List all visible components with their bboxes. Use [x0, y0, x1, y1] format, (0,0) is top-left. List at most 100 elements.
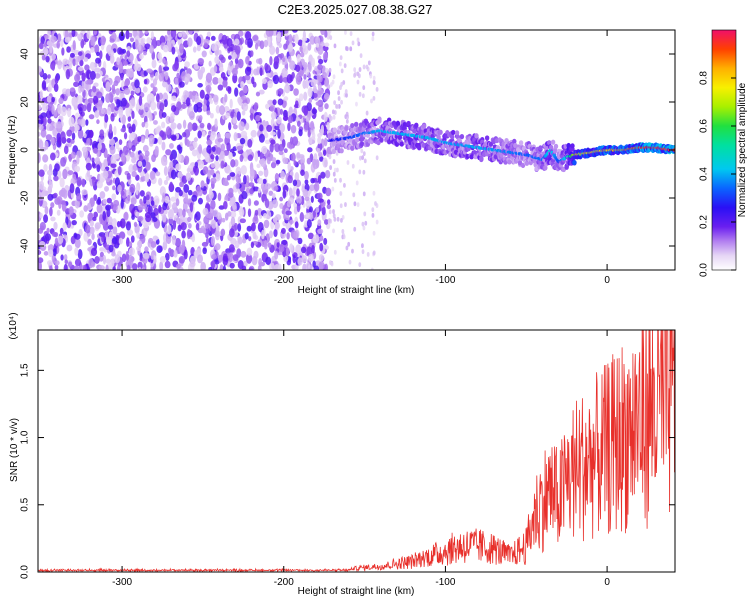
spectrogram-noise-cell — [187, 208, 191, 217]
spectrogram-noise-cell — [358, 155, 362, 161]
spectrogram-noise-cell — [360, 148, 364, 154]
spectrogram-noise-cell — [299, 93, 304, 102]
spectrogram-noise-cell — [257, 177, 264, 184]
spectrogram-noise-cell — [343, 182, 346, 188]
spectrogram-noise-cell — [47, 174, 52, 182]
spectrogram-ridge-cell — [397, 134, 403, 141]
spectrogram-noise-cell — [139, 53, 144, 60]
spectrogram-noise-cell — [46, 260, 53, 266]
spectrogram-noise-cell — [69, 52, 75, 58]
spectrogram-noise-cell — [43, 49, 49, 55]
spectrogram-noise-cell — [105, 236, 113, 245]
spectrogram-noise-cell — [362, 225, 366, 231]
spectrogram-noise-cell — [229, 262, 235, 269]
spectrogram-noise-cell — [68, 116, 75, 127]
spectrogram-noise-cell — [209, 99, 213, 104]
spectrogram-noise-cell — [94, 73, 101, 79]
spectrogram-noise-cell — [228, 122, 232, 131]
spectrogram-noise-cell — [123, 60, 128, 66]
spectrogram-noise-cell — [333, 249, 337, 255]
spectrogram-noise-cell — [317, 64, 323, 71]
spectrogram-noise-cell — [206, 145, 212, 155]
spectrogram-noise-cell — [222, 265, 227, 270]
spectrogram-noise-cell — [303, 121, 310, 131]
spectrogram-noise-cell — [296, 202, 301, 213]
spectrogram-noise-cell — [144, 150, 150, 157]
spectrogram-noise-cell — [217, 138, 224, 143]
spectrogram-noise-cell — [241, 110, 246, 116]
spectrogram-noise-cell — [102, 210, 107, 221]
spectrogram-noise-cell — [178, 189, 183, 197]
spectrogram-noise-cell — [307, 253, 314, 262]
spectrogram-noise-cell — [308, 206, 313, 214]
spectrogram-noise-cell — [311, 108, 318, 115]
spectrogram-noise-cell — [176, 72, 180, 79]
spectrogram-noise-cell — [132, 263, 138, 270]
spectrogram-ridge-cell — [524, 160, 530, 166]
spectrogram-noise-cell — [132, 30, 138, 38]
spectrogram-noise-cell — [258, 133, 265, 143]
spectrogram-noise-cell — [279, 108, 284, 115]
spectrogram-noise-cell — [41, 80, 47, 90]
spectrogram-noise-cell — [147, 205, 153, 215]
spectrogram-noise-cell — [248, 148, 253, 154]
spectrogram-noise-cell — [192, 141, 198, 149]
spectrogram-noise-cell — [271, 193, 276, 199]
spectrogram-noise-cell — [48, 180, 53, 190]
spectrogram-noise-cell — [259, 67, 263, 77]
spectrogram-noise-cell — [51, 53, 56, 61]
spectrogram-noise-cell — [203, 42, 209, 48]
spectrogram-noise-cell — [62, 222, 67, 231]
spectrogram-noise-cell — [99, 251, 104, 258]
spectrogram-noise-cell — [133, 221, 138, 228]
spectrogram-noise-cell — [317, 136, 322, 145]
spectrogram-noise-cell — [208, 266, 213, 270]
spectrogram-noise-cell — [99, 129, 105, 137]
x-tick-label: -300 — [112, 577, 132, 588]
spectrogram-noise-cell — [111, 84, 116, 93]
spectrogram-noise-cell — [287, 122, 291, 132]
spectrogram-noise-cell — [239, 137, 246, 145]
spectrogram-noise-cell — [165, 234, 172, 245]
spectrogram-noise-cell — [324, 78, 329, 87]
spectrogram-noise-cell — [167, 209, 174, 220]
spectrogram-noise-cell — [328, 209, 332, 215]
spectrogram-noise-cell — [77, 128, 84, 139]
spectrogram-noise-cell — [103, 158, 108, 168]
spectrogram-ridge-cell — [353, 121, 359, 127]
spectrogram-noise-cell — [257, 265, 262, 270]
spectrogram-noise-cell — [301, 39, 306, 49]
spectrogram-noise-cell — [286, 232, 290, 240]
spectrogram-noise-cell — [196, 185, 202, 193]
spectrogram-noise-cell — [181, 230, 186, 239]
spectrogram-noise-cell — [175, 263, 181, 269]
spectrogram-noise-cell — [191, 194, 198, 202]
spectrogram-noise-cell — [178, 244, 185, 254]
spectrogram-noise-cell — [186, 139, 190, 148]
spectrogram-noise-cell — [95, 57, 101, 64]
spectrogram-noise-cell — [318, 254, 324, 262]
spectrogram-noise-cell — [128, 32, 133, 38]
spectrogram-noise-cell — [51, 96, 56, 103]
spectrogram-noise-cell — [210, 199, 216, 210]
spectrogram-noise-cell — [66, 129, 73, 137]
spectrogram-noise-cell — [175, 217, 181, 225]
spectrogram-noise-cell — [179, 181, 184, 188]
spectrogram-noise-cell — [325, 187, 332, 197]
spectrogram-noise-cell — [293, 88, 299, 96]
spectrogram-noise-cell — [186, 167, 191, 173]
spectrogram-noise-cell — [71, 132, 76, 141]
spectrogram-noise-cell — [264, 132, 269, 139]
spectrogram-noise-cell — [89, 226, 95, 235]
spectrogram-noise-cell — [255, 114, 261, 122]
spectrogram-noise-cell — [128, 241, 133, 248]
spectrogram-noise-cell — [170, 196, 177, 202]
spectrogram-noise-cell — [200, 225, 205, 234]
spectrogram-noise-cell — [279, 52, 285, 59]
spectrogram-noise-cell — [145, 215, 152, 223]
spectrogram-noise-cell — [259, 124, 264, 132]
spectrogram-noise-cell — [307, 147, 313, 153]
spectrogram-noise-cell — [187, 37, 193, 47]
spectrogram-noise-cell — [161, 111, 167, 118]
